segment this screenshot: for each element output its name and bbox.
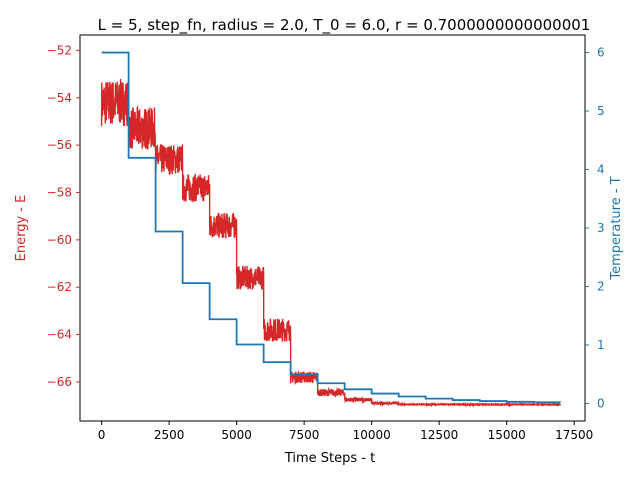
x-tick-label: 10000 — [353, 428, 391, 442]
y-left-tick-label: −66 — [47, 375, 72, 389]
y-right-tick-label: 2 — [597, 279, 605, 293]
y-left-tick-label: −54 — [47, 91, 72, 105]
y-right-tick-label: 3 — [597, 221, 605, 235]
y-right-tick-label: 0 — [597, 396, 605, 410]
y-right-tick-label: 1 — [597, 338, 605, 352]
y-axis-right-label: Temperature - T — [609, 176, 624, 280]
x-tick-label: 17500 — [555, 428, 593, 442]
y-right-tick-label: 6 — [597, 46, 605, 60]
y-axis-left: −52 −54 −56 −58 −60 −62 −64 −66 — [47, 43, 80, 389]
chart-title: L = 5, step_fn, radius = 2.0, T_0 = 6.0,… — [98, 16, 591, 35]
y-axis-right: 0 1 2 3 4 5 6 — [585, 46, 605, 410]
x-tick-label: 5000 — [221, 428, 252, 442]
x-tick-label: 2500 — [154, 428, 185, 442]
y-axis-left-label: Energy - E — [14, 195, 29, 262]
energy-line — [100, 78, 562, 408]
temperature-series — [101, 51, 561, 404]
y-right-tick-label: 4 — [597, 163, 605, 177]
x-axis-label: Time Steps - t — [284, 451, 375, 466]
y-right-tick-label: 5 — [597, 104, 605, 118]
x-axis: 0 2500 5000 7500 10000 12500 15000 17500 — [98, 421, 593, 442]
y-left-tick-label: −58 — [47, 185, 72, 199]
temperature-line — [101, 51, 561, 404]
x-tick-label: 15000 — [488, 428, 526, 442]
y-left-tick-label: −52 — [47, 43, 72, 57]
x-tick-label: 0 — [98, 428, 106, 442]
y-left-tick-label: −62 — [47, 280, 72, 294]
x-tick-label: 12500 — [420, 428, 458, 442]
energy-series — [100, 78, 562, 408]
y-left-tick-label: −64 — [47, 328, 72, 342]
y-left-tick-label: −56 — [47, 138, 72, 152]
y-left-tick-label: −60 — [47, 233, 72, 247]
x-tick-label: 7500 — [289, 428, 320, 442]
